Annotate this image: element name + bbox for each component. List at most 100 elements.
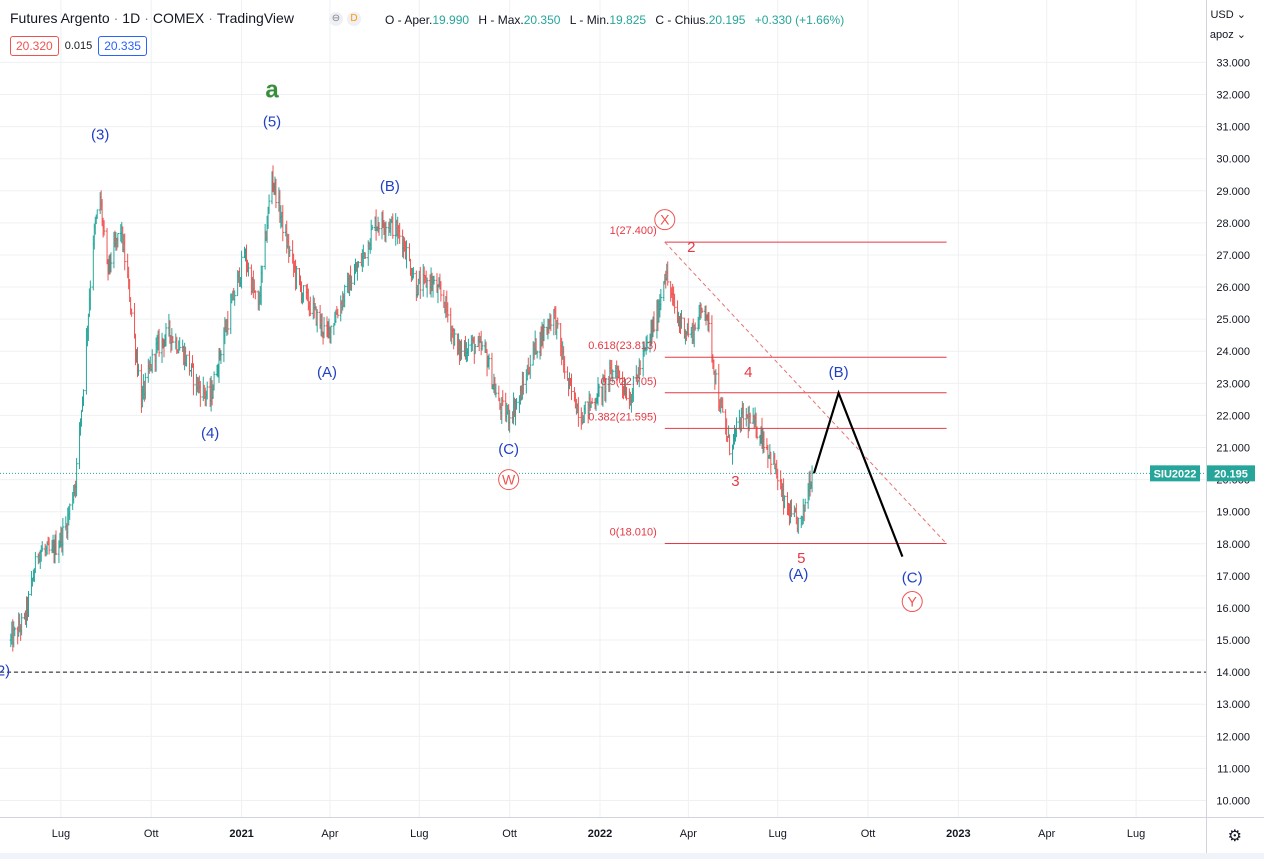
price-bar — [639, 360, 642, 376]
price-bar — [687, 318, 690, 338]
price-bar — [357, 260, 360, 268]
trendline — [664, 241, 947, 545]
price-bar — [178, 337, 181, 351]
price-bar — [96, 209, 99, 219]
currency-selector[interactable]: USD ⌄ — [1210, 9, 1246, 21]
price-bar — [192, 363, 195, 396]
x-tick-label: Lug — [1127, 828, 1145, 840]
price-bar — [281, 204, 285, 242]
y-tick-label: 27.000 — [1216, 250, 1250, 262]
price-bar — [130, 308, 133, 317]
price-bar — [34, 551, 37, 574]
price-bar — [542, 318, 546, 342]
close-value: 20.195 — [708, 13, 746, 27]
price-bar — [157, 328, 161, 357]
fib-level-label: 1(27.400) — [610, 225, 657, 237]
open-value: 19.990 — [432, 13, 470, 27]
delayed-data-icon[interactable]: D — [347, 12, 361, 26]
price-bar — [199, 380, 202, 407]
price-bar — [144, 372, 147, 400]
symbol-name: Futures Argento — [10, 10, 110, 26]
wave-label: (A) — [788, 566, 808, 583]
price-bar — [776, 468, 779, 491]
price-bar — [790, 499, 793, 518]
price-bar — [494, 383, 498, 398]
price-bar — [398, 222, 401, 244]
price-bar — [233, 290, 236, 306]
price-bar — [75, 457, 78, 497]
price-bar — [412, 266, 415, 279]
price-bar — [260, 265, 264, 283]
wave-label: (2) — [0, 662, 10, 679]
wave-label: (B) — [380, 178, 400, 195]
price-bar — [343, 284, 346, 308]
ohlc-legend: O - Aper.19.990 H - Max.20.350 L - Min.1… — [385, 13, 850, 27]
price-bar — [556, 317, 559, 329]
circled-wave-label: X — [654, 209, 676, 231]
price-bar — [659, 289, 663, 311]
market-status-icon[interactable]: ⊖ — [329, 12, 343, 26]
price-bar — [27, 591, 30, 617]
fib-level-label: 0.618(23.813) — [588, 340, 657, 352]
price-bar — [212, 371, 216, 391]
x-tick-label: Apr — [680, 828, 697, 840]
price-bar — [487, 353, 491, 370]
gear-icon[interactable]: ⚙ — [1227, 828, 1242, 845]
interval[interactable]: 1D — [122, 10, 141, 26]
wave-label: X — [660, 212, 670, 228]
spread-value: 0.015 — [64, 40, 93, 52]
chart-title[interactable]: Futures Argento · 1D · COMEX · TradingView — [10, 10, 294, 26]
data-source: TradingView — [216, 10, 294, 26]
price-bar — [762, 431, 766, 453]
price-bar — [694, 322, 697, 331]
price-bar — [82, 389, 85, 407]
low-value: 19.825 — [609, 13, 647, 27]
price-bar — [102, 220, 106, 236]
price-bar — [185, 354, 188, 367]
price-bar — [460, 339, 463, 360]
price-bar — [645, 334, 649, 351]
price-bar — [680, 310, 683, 329]
buy-price-button[interactable]: 20.335 — [98, 36, 147, 56]
price-bar — [515, 398, 518, 410]
price-bar — [329, 325, 333, 344]
price-bar — [446, 302, 449, 323]
price-bar — [453, 328, 456, 346]
wave-projection — [812, 389, 904, 558]
y-tick-label: 29.000 — [1216, 186, 1250, 198]
price-bar — [20, 613, 23, 636]
y-tick-label: 32.000 — [1216, 90, 1250, 102]
price-bar — [384, 221, 388, 243]
price-bar — [364, 252, 367, 259]
y-tick-label: 28.000 — [1216, 218, 1250, 230]
high-value: 20.350 — [523, 13, 561, 27]
scale-selector[interactable]: apoz ⌄ — [1209, 29, 1246, 41]
horizontal-scrollbar[interactable] — [0, 853, 1264, 859]
price-bar — [522, 371, 525, 395]
price-bar — [563, 356, 566, 379]
price-bar — [288, 245, 291, 258]
price-bar — [810, 465, 814, 493]
y-tick-label: 30.000 — [1216, 154, 1250, 166]
y-tick-label: 14.000 — [1216, 667, 1250, 679]
price-bar — [597, 383, 601, 397]
chevron-down-icon: ⌄ — [1236, 9, 1246, 21]
symbol-tag-bg — [1150, 465, 1200, 482]
sell-price-button[interactable]: 20.320 — [10, 36, 59, 56]
price-bar — [137, 363, 140, 376]
y-tick-label: 12.000 — [1216, 731, 1250, 743]
circled-wave-label: W — [498, 469, 520, 491]
price-bar — [480, 341, 484, 351]
price-bar — [604, 378, 608, 403]
y-tick-label: 17.000 — [1216, 571, 1250, 583]
price-bar — [164, 323, 168, 347]
y-tick-label: 15.000 — [1216, 635, 1250, 647]
price-bar — [439, 281, 443, 302]
price-bar — [742, 402, 745, 429]
circled-wave-label: Y — [901, 591, 923, 613]
wave-label: (A) — [317, 364, 337, 381]
price-bar — [240, 250, 243, 289]
fib-level-label: 0.382(21.595) — [588, 411, 657, 423]
wave-label: (C) — [902, 569, 923, 586]
